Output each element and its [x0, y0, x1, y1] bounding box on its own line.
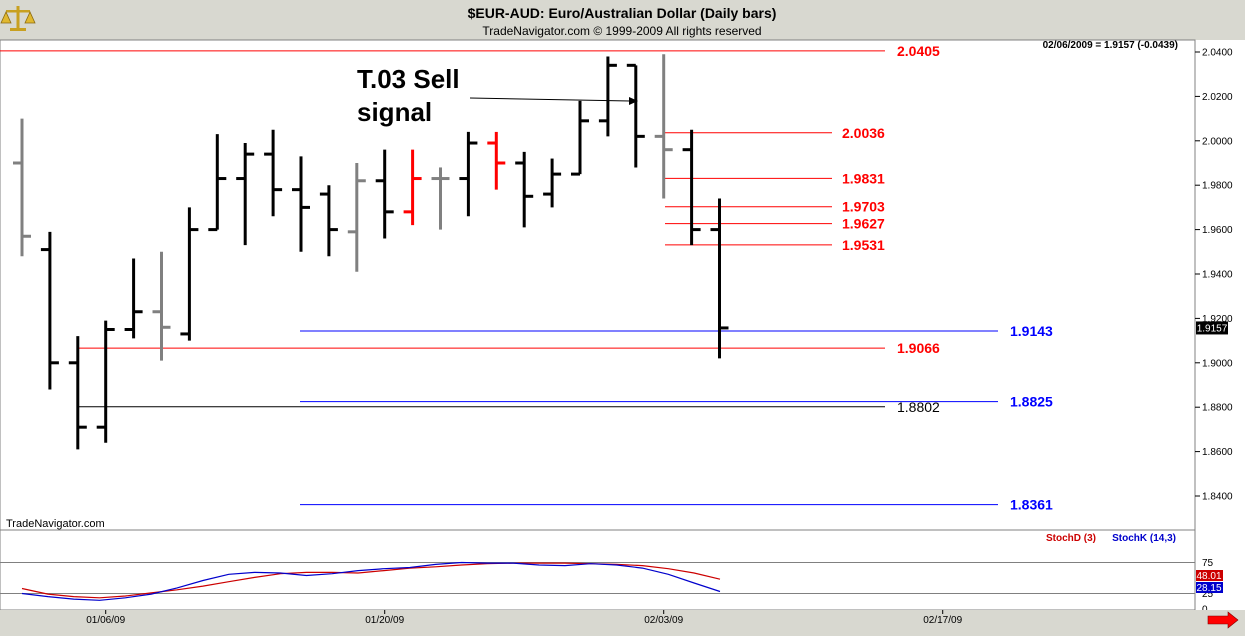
- stoch-k-value: 28.15: [1196, 583, 1221, 594]
- header-bar: [0, 0, 1245, 40]
- level-label: 1.9066: [897, 340, 940, 356]
- ohlc-bar: [710, 198, 729, 359]
- ohlc-bar: [375, 149, 394, 239]
- level-label: 1.9627: [842, 216, 885, 232]
- ohlc-bar: [543, 158, 562, 208]
- stoch-k-legend: StochK (14,3): [1112, 533, 1176, 544]
- x-tick-label: 01/20/09: [365, 615, 404, 626]
- level-label: 2.0405: [897, 43, 940, 59]
- level-label: 1.8361: [1010, 497, 1053, 513]
- price-axis-ticks: 2.0400 2.0200 2.0000 1.9800 1.9600 1.9400 1.92…: [1195, 48, 1233, 503]
- sell-signal-arrow: [469, 97, 638, 105]
- ohlc-bar: [40, 231, 59, 390]
- ohlc-bar: [626, 63, 645, 168]
- y-tick-label: 2.0200: [1202, 92, 1233, 103]
- y-tick-label: 2.0000: [1202, 136, 1233, 147]
- ohlc-bar: [236, 143, 255, 246]
- ohlc-bar: [654, 54, 673, 199]
- level-label: 1.8802: [897, 399, 940, 415]
- level-label: 1.8825: [1010, 394, 1053, 410]
- ohlc-bar: [13, 118, 31, 257]
- y-tick-label: 1.8800: [1202, 403, 1233, 414]
- y-tick-label: 2.0400: [1202, 48, 1233, 59]
- ohlc-bar: [403, 149, 422, 226]
- y-tick-label: 1.8400: [1202, 492, 1233, 503]
- x-tick-label: 02/03/09: [644, 615, 683, 626]
- level-label: 1.9703: [842, 199, 885, 215]
- last-quote-readout: 02/06/2009 = 1.9157 (-0.0439): [1043, 40, 1178, 51]
- ohlc-bar: [264, 129, 283, 217]
- stochastic-panel: [0, 529, 1196, 611]
- y-tick-label: 1.8600: [1202, 447, 1233, 458]
- stoch-d-value-tag: 48.01: [1196, 570, 1223, 582]
- ohlc-bar: [292, 156, 310, 252]
- date-axis: [0, 610, 1245, 631]
- y-tick-label: 1.9600: [1202, 225, 1233, 236]
- ohlc-bar: [208, 134, 227, 232]
- ohlc-bar: [487, 131, 506, 190]
- y-tick-label: 1.9000: [1202, 358, 1233, 369]
- ohlc-bar: [682, 129, 701, 246]
- ohlc-bar: [152, 251, 171, 361]
- ohlc-bar: [515, 151, 534, 228]
- price-panel: [0, 39, 1196, 531]
- ohlc-bar: [347, 163, 366, 272]
- last-price-marker: 1.9157: [1196, 321, 1228, 335]
- ohlc-bar: [459, 131, 478, 217]
- watermark: TradeNavigator.com: [6, 518, 105, 530]
- annotation-line1: T.03 Sell: [357, 64, 460, 94]
- level-label: 1.9531: [842, 237, 885, 253]
- stoch-k-value-tag: 28.15: [1196, 582, 1223, 594]
- last-price-label: 1.9157: [1197, 323, 1228, 334]
- copyright-line: TradeNavigator.com © 1999-2009 All right…: [482, 24, 761, 38]
- x-tick-label: 02/17/09: [923, 615, 962, 626]
- ohlc-bar: [571, 100, 589, 176]
- chart-title: $EUR-AUD: Euro/Australian Dollar (Daily …: [468, 5, 777, 21]
- scroll-right-arrow-icon[interactable]: [1207, 611, 1239, 629]
- stoch-d-value: 48.01: [1196, 571, 1221, 582]
- date-axis-ticks: 01/06/09 01/20/09 02/03/09 02/17/09: [86, 610, 963, 626]
- ohlc-bar: [180, 207, 199, 341]
- ohlc-bar: [431, 167, 450, 230]
- price-axis: [1195, 40, 1245, 530]
- ohlc-bar: [598, 56, 617, 137]
- level-label: 1.9831: [842, 170, 885, 186]
- stoch-tick-label: 25: [1202, 589, 1214, 600]
- stoch-k-series: [21, 561, 721, 601]
- stoch-tick-label: 75: [1202, 558, 1214, 569]
- ohlc-bars: [13, 54, 729, 450]
- ohlc-bar: [96, 320, 115, 443]
- annotation-line2: signal: [357, 97, 432, 127]
- ohlc-bar: [68, 336, 87, 450]
- level-label: 1.9143: [1010, 323, 1053, 339]
- y-tick-label: 1.9800: [1202, 181, 1233, 192]
- stoch-d-legend: StochD (3): [1046, 533, 1096, 544]
- y-tick-label: 1.9200: [1202, 314, 1233, 325]
- ohlc-bar: [319, 185, 338, 257]
- balance-scale-icon[interactable]: [0, 6, 36, 31]
- level-label: 2.0036: [842, 125, 885, 141]
- x-tick-label: 01/06/09: [86, 615, 125, 626]
- y-tick-label: 1.9400: [1202, 270, 1233, 281]
- ohlc-bar: [124, 258, 143, 339]
